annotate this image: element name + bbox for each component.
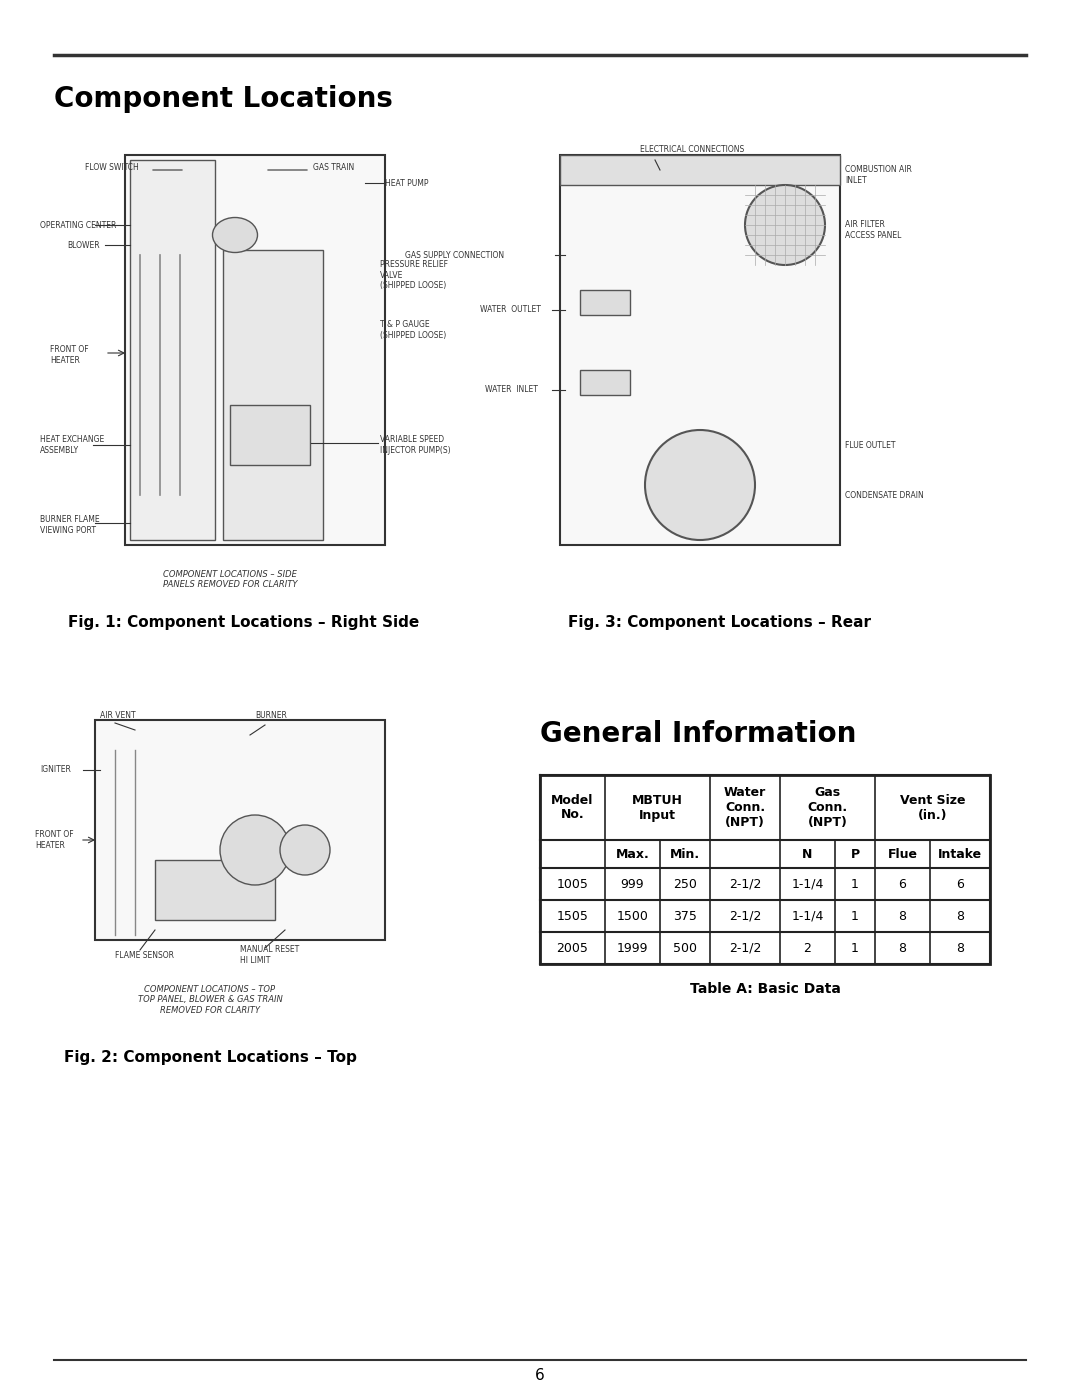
Text: 250: 250 [673, 877, 697, 890]
Text: OPERATING CENTER: OPERATING CENTER [40, 221, 117, 229]
Text: Gas
Conn.
(NPT): Gas Conn. (NPT) [808, 787, 848, 828]
Circle shape [280, 826, 330, 875]
Text: Fig. 1: Component Locations – Right Side: Fig. 1: Component Locations – Right Side [68, 615, 420, 630]
Text: COMBUSTION AIR
INLET: COMBUSTION AIR INLET [845, 165, 912, 184]
Bar [561, 155, 840, 184]
Text: FRONT OF
HEATER: FRONT OF HEATER [35, 830, 73, 849]
Text: 6: 6 [535, 1368, 545, 1383]
Text: CONDENSATE DRAIN: CONDENSATE DRAIN [845, 490, 923, 500]
Text: HEAT EXCHANGE
ASSEMBLY: HEAT EXCHANGE ASSEMBLY [40, 436, 105, 454]
Bar [561, 155, 840, 545]
Text: Table A: Basic Data: Table A: Basic Data [689, 982, 840, 996]
Text: 1500: 1500 [617, 909, 648, 922]
Text: General Information: General Information [540, 719, 856, 747]
Bar [230, 405, 310, 465]
Ellipse shape [213, 218, 257, 253]
Text: 1505: 1505 [556, 909, 589, 922]
Text: BLOWER: BLOWER [67, 240, 99, 250]
Text: 2-1/2: 2-1/2 [729, 909, 761, 922]
Text: Model
No.: Model No. [551, 793, 594, 821]
Text: 8: 8 [899, 909, 906, 922]
Text: 375: 375 [673, 909, 697, 922]
Text: COMPONENT LOCATIONS – SIDE
PANELS REMOVED FOR CLARITY: COMPONENT LOCATIONS – SIDE PANELS REMOVE… [163, 570, 297, 590]
Text: VARIABLE SPEED
INJECTOR PUMP(S): VARIABLE SPEED INJECTOR PUMP(S) [380, 436, 450, 454]
Text: AIR VENT: AIR VENT [100, 711, 136, 719]
Text: ELECTRICAL CONNECTIONS: ELECTRICAL CONNECTIONS [640, 145, 744, 155]
Text: Component Locations: Component Locations [54, 85, 393, 113]
Bar [222, 250, 323, 541]
Text: 2-1/2: 2-1/2 [729, 877, 761, 890]
Text: 500: 500 [673, 942, 697, 954]
Text: WATER  INLET: WATER INLET [485, 386, 538, 394]
Text: 1005: 1005 [556, 877, 589, 890]
Text: FRONT OF
HEATER: FRONT OF HEATER [50, 345, 89, 365]
Bar [580, 370, 630, 395]
Text: PRESSURE RELIEF
VALVE
(SHIPPED LOOSE): PRESSURE RELIEF VALVE (SHIPPED LOOSE) [380, 260, 448, 291]
Text: 8: 8 [899, 942, 906, 954]
Text: Intake: Intake [937, 848, 982, 861]
Text: 8: 8 [956, 942, 964, 954]
Text: 2: 2 [804, 942, 811, 954]
Text: HEAT PUMP: HEAT PUMP [384, 179, 429, 187]
Text: 1: 1 [851, 877, 859, 890]
Text: 1: 1 [851, 942, 859, 954]
Text: GAS SUPPLY CONNECTION: GAS SUPPLY CONNECTION [405, 250, 504, 260]
Text: Water
Conn.
(NPT): Water Conn. (NPT) [724, 787, 766, 828]
Text: FLUE OUTLET: FLUE OUTLET [845, 440, 895, 450]
Text: MBTUH
Input: MBTUH Input [632, 793, 683, 821]
Text: 1-1/4: 1-1/4 [792, 877, 824, 890]
Bar [580, 291, 630, 314]
Bar [125, 155, 384, 545]
Bar [130, 161, 215, 541]
Text: Min.: Min. [670, 848, 700, 861]
Text: IGNITER: IGNITER [40, 766, 71, 774]
Text: 8: 8 [956, 909, 964, 922]
Text: WATER  OUTLET: WATER OUTLET [480, 306, 541, 314]
Text: T & P GAUGE
(SHIPPED LOOSE): T & P GAUGE (SHIPPED LOOSE) [380, 320, 446, 339]
Text: FLOW SWITCH: FLOW SWITCH [85, 162, 138, 172]
Text: COMPONENT LOCATIONS – TOP
TOP PANEL, BLOWER & GAS TRAIN
REMOVED FOR CLARITY: COMPONENT LOCATIONS – TOP TOP PANEL, BLO… [137, 985, 282, 1014]
Bar [540, 775, 990, 964]
Text: P: P [850, 848, 860, 861]
Text: 6: 6 [899, 877, 906, 890]
Text: 1999: 1999 [617, 942, 648, 954]
Text: 1-1/4: 1-1/4 [792, 909, 824, 922]
Text: GAS TRAIN: GAS TRAIN [313, 162, 354, 172]
Text: 2-1/2: 2-1/2 [729, 942, 761, 954]
Text: Fig. 2: Component Locations – Top: Fig. 2: Component Locations – Top [64, 1051, 356, 1065]
Text: 999: 999 [621, 877, 645, 890]
Text: MANUAL RESET
HI LIMIT: MANUAL RESET HI LIMIT [240, 946, 299, 965]
Text: FLAME SENSOR: FLAME SENSOR [114, 950, 174, 960]
Circle shape [745, 184, 825, 265]
Text: BURNER FLAME
VIEWING PORT: BURNER FLAME VIEWING PORT [40, 515, 99, 535]
Text: 6: 6 [956, 877, 964, 890]
Bar [156, 861, 275, 921]
Text: N: N [802, 848, 812, 861]
Text: Flue: Flue [888, 848, 918, 861]
Circle shape [220, 814, 291, 886]
Text: BURNER: BURNER [255, 711, 287, 719]
Text: Max.: Max. [616, 848, 649, 861]
Text: 2005: 2005 [556, 942, 589, 954]
Text: 1: 1 [851, 909, 859, 922]
Text: Vent Size
(in.): Vent Size (in.) [900, 793, 966, 821]
Text: Fig. 3: Component Locations – Rear: Fig. 3: Component Locations – Rear [568, 615, 872, 630]
Bar [95, 719, 384, 940]
Text: AIR FILTER
ACCESS PANEL: AIR FILTER ACCESS PANEL [845, 221, 902, 240]
Circle shape [645, 430, 755, 541]
